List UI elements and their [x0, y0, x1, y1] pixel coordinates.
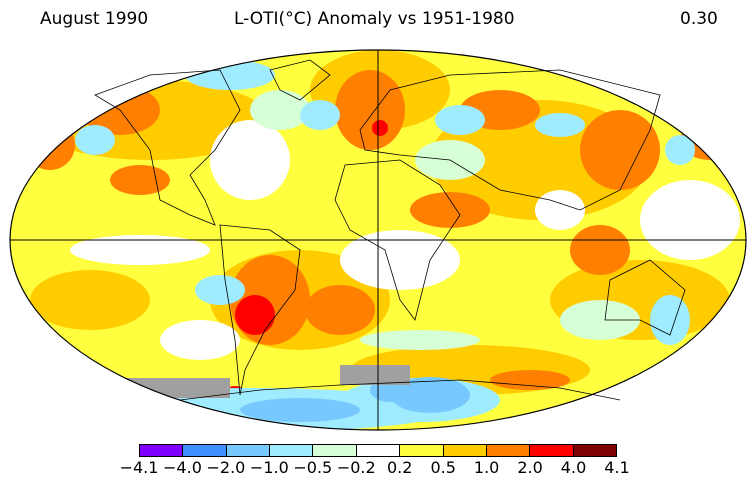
global-mean-anomaly: 0.30: [680, 9, 718, 29]
colorbar-tick-label: −4.0: [163, 458, 202, 477]
colorbar-tick-label: 4.0: [560, 458, 587, 477]
anomaly-map: [9, 49, 747, 431]
colorbar-tick-label: 0.5: [430, 458, 456, 477]
colorbar-tick-label: 4.1: [604, 458, 630, 477]
colorbar-swatch: [313, 445, 357, 456]
colorbar-swatch: [270, 445, 314, 456]
colorbar-tick-label: 1.0: [473, 458, 500, 477]
map-title: L-OTI(°C) Anomaly vs 1951-1980: [234, 9, 515, 29]
colorbar-swatch: [356, 445, 401, 456]
coastlines: [94, 59, 686, 401]
colorbar-tick-label: 2.0: [517, 458, 543, 477]
colorbar-tick-label: −0.5: [293, 458, 333, 477]
colorbar-tick-label: −2.0: [206, 458, 246, 477]
colorbar-swatch: [183, 445, 227, 456]
colorbar-swatch: [140, 445, 184, 456]
colorbar-tick-label: −1.0: [249, 458, 289, 477]
colorbar-swatch: [226, 445, 271, 456]
colorbar-tick-label: 0.2: [386, 458, 413, 477]
colorbar: [139, 444, 617, 457]
colorbar-tick-label: −0.2: [336, 458, 376, 477]
map-date: August 1990: [40, 9, 149, 29]
colorbar-swatch: [530, 445, 574, 456]
colorbar-swatch: [443, 445, 487, 456]
colorbar-swatch: [400, 445, 444, 456]
colorbar-swatch: [573, 445, 616, 456]
colorbar-swatch: [486, 445, 531, 456]
colorbar-tick-label: −4.1: [119, 458, 159, 477]
